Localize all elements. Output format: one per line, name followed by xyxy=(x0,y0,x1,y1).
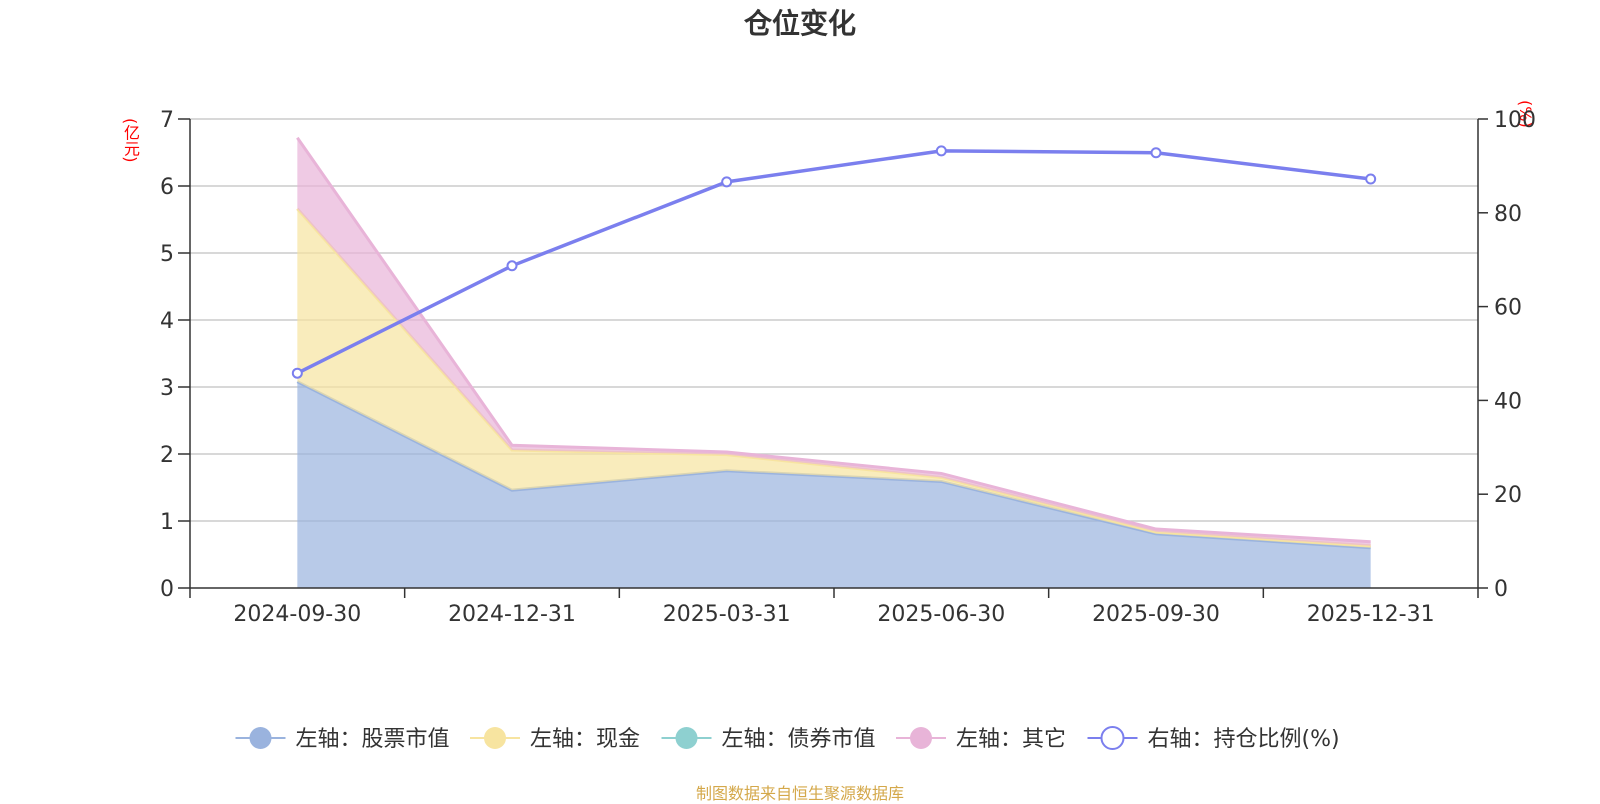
legend-marker xyxy=(1100,726,1125,750)
legend-marker xyxy=(675,727,698,749)
legend-marker xyxy=(249,727,272,749)
left-tick-label: 3 xyxy=(160,376,174,401)
axes: 0 1 2 3 4 5 6 7 0 20 40 60 80 100 2024-09-30 2024-12-31… xyxy=(160,108,1536,627)
right-tick-label: 20 xyxy=(1494,483,1522,508)
left-tick-label: 6 xyxy=(160,175,174,200)
legend-label: 左轴：现金 xyxy=(530,727,640,752)
line-右轴：持仓比例(%) xyxy=(296,149,1371,375)
data-source-note: 制图数据来自恒生聚源数据库 xyxy=(695,784,904,803)
left-tick-label: 1 xyxy=(160,510,174,535)
right-tick-label: 40 xyxy=(1494,389,1522,414)
area-edge-左轴：其它 xyxy=(296,136,1371,544)
left-tick-label: 7 xyxy=(160,108,174,133)
area-左轴：股票市值 xyxy=(297,381,1371,588)
left-tick-label: 5 xyxy=(160,242,174,267)
right-tick-label: 100 xyxy=(1494,108,1536,133)
legend-item: 左轴：股票市值 xyxy=(235,727,450,752)
x-tick-label: 2025-03-31 xyxy=(663,602,791,627)
line-point xyxy=(291,367,303,379)
x-tick-label: 2025-09-30 xyxy=(1092,602,1220,627)
left-tick-label: 2 xyxy=(160,443,174,468)
x-tick-label: 2024-12-31 xyxy=(448,602,576,627)
x-tick-label: 2024-09-30 xyxy=(233,602,361,627)
legend-item: 左轴：现金 xyxy=(470,727,640,752)
line-point xyxy=(935,145,947,157)
line-series xyxy=(291,145,1377,379)
legend-label: 左轴：债券市值 xyxy=(722,727,876,752)
left-tick-label: 0 xyxy=(160,577,174,602)
x-tick-label: 2025-06-30 xyxy=(877,602,1005,627)
line-point xyxy=(1150,147,1162,159)
right-tick-label: 0 xyxy=(1494,577,1508,602)
area-series xyxy=(296,136,1371,588)
line-point xyxy=(1365,173,1377,185)
legend-item: 左轴：其它 xyxy=(896,727,1066,752)
legend-marker xyxy=(910,727,932,749)
area-左轴：现金 xyxy=(297,208,1371,548)
line-point xyxy=(721,176,733,188)
x-tick-label: 2025-12-31 xyxy=(1307,602,1435,627)
legend-label: 左轴：股票市值 xyxy=(296,727,450,752)
line-point xyxy=(506,260,518,272)
left-tick-label: 4 xyxy=(160,309,174,334)
legend-item: 左轴：债券市值 xyxy=(661,727,876,752)
right-tick-label: 80 xyxy=(1494,202,1522,227)
right-axis-unit: (%) xyxy=(1516,100,1535,128)
legend-label: 左轴：其它 xyxy=(956,727,1066,752)
legend-marker xyxy=(484,727,506,749)
legend-label: 右轴：持仓比例(%) xyxy=(1148,727,1340,752)
left-axis-unit: (亿元) xyxy=(121,118,140,163)
legend: 左轴：股票市值 左轴：现金 左轴：债券市值 左轴：其它 右轴：持仓比例(%) xyxy=(235,726,1340,752)
chart-title: 仓位变化 xyxy=(743,7,856,40)
legend-item: 右轴：持仓比例(%) xyxy=(1087,726,1340,752)
right-tick-label: 60 xyxy=(1494,296,1522,321)
